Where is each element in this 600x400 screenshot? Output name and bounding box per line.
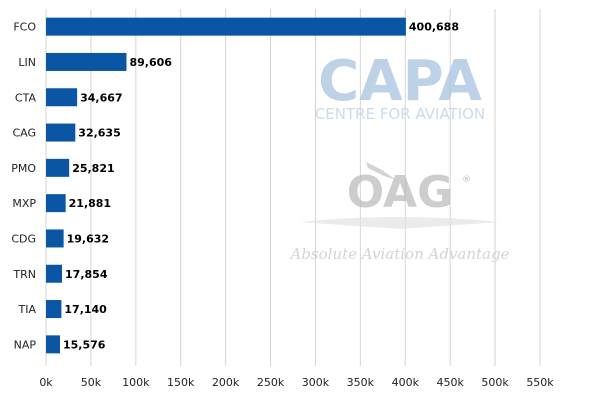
bar-fco xyxy=(46,17,406,36)
oag-tagline-watermark: Absolute Aviation Advantage xyxy=(289,245,510,263)
bar-trn xyxy=(46,264,63,283)
data-label: 17,854 xyxy=(65,268,108,281)
data-label: 19,632 xyxy=(67,232,109,245)
oag-swoosh-icon xyxy=(300,217,500,229)
category-label: LIN xyxy=(18,56,36,69)
bar-nap xyxy=(46,335,60,354)
x-tick-label: 450k xyxy=(436,376,464,389)
category-labels: FCO LIN CTA CAG PMO MXP CDG TRN TIA NAP xyxy=(11,21,36,352)
data-label: 34,667 xyxy=(80,91,122,104)
oag-logo-watermark: OAG xyxy=(347,167,453,218)
data-label: 32,635 xyxy=(78,127,120,140)
bar-lin xyxy=(46,52,127,71)
watermarks: CAPA CENTRE FOR AVIATION OAG ® Absolute … xyxy=(289,49,510,263)
category-label: NAP xyxy=(14,338,37,351)
category-label: CDG xyxy=(11,232,36,245)
bar-cta xyxy=(46,88,78,107)
x-tick-label: 150k xyxy=(167,376,195,389)
capa-logo-watermark: CAPA xyxy=(318,49,482,114)
category-label: TRN xyxy=(12,268,36,281)
data-label: 400,688 xyxy=(409,21,459,34)
x-tick-label: 500k xyxy=(481,376,509,389)
x-tick-label: 550k xyxy=(526,376,554,389)
category-label: CAG xyxy=(12,127,36,140)
category-label: FCO xyxy=(13,21,36,34)
oag-plane-icon xyxy=(366,162,396,180)
category-label: CTA xyxy=(15,91,37,104)
bar-pmo xyxy=(46,158,70,177)
x-tick-label: 400k xyxy=(392,376,420,389)
x-axis-ticks: 0k 50k 100k 150k 200k 250k 300k 350k 400k 450k 500… xyxy=(39,376,554,389)
oag-registered-mark: ® xyxy=(462,175,471,185)
data-label: 89,606 xyxy=(129,56,172,69)
capa-tagline-watermark: CENTRE FOR AVIATION xyxy=(315,105,485,123)
data-label: 21,881 xyxy=(69,197,111,210)
bar-tia xyxy=(46,300,62,319)
x-tick-label: 200k xyxy=(212,376,240,389)
data-label: 15,576 xyxy=(63,338,106,351)
category-label: TIA xyxy=(18,303,37,316)
data-label: 17,140 xyxy=(64,303,107,316)
x-tick-label: 50k xyxy=(81,376,102,389)
category-label: PMO xyxy=(11,162,36,175)
x-tick-label: 100k xyxy=(122,376,150,389)
x-tick-label: 300k xyxy=(302,376,330,389)
x-tick-label: 350k xyxy=(347,376,375,389)
bar-cdg xyxy=(46,229,64,248)
bar-mxp xyxy=(46,194,66,213)
x-tick-label: 250k xyxy=(257,376,285,389)
category-label: MXP xyxy=(12,197,36,210)
data-labels: 400,688 89,606 34,667 32,635 25,821 21,881 19,… xyxy=(63,21,459,352)
bars xyxy=(46,17,406,354)
x-tick-label: 0k xyxy=(39,376,53,389)
bar-cag xyxy=(46,123,76,142)
data-label: 25,821 xyxy=(72,162,114,175)
